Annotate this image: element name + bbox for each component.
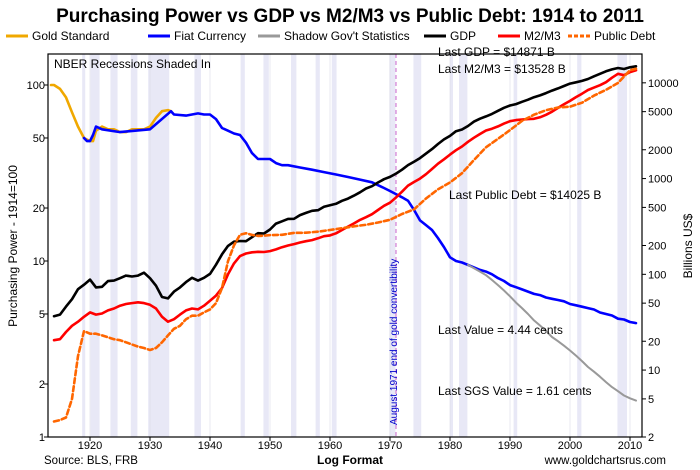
x-tick-label: 2010 [618,440,642,452]
left-tick-label: 20 [33,203,45,215]
recession-band [513,54,518,437]
right-tick-label: 50 [648,298,660,310]
x-tick-label: 1920 [78,440,102,452]
right-axis-ticks: 2 5 10 20 50 100 200 500 1000 2000 5000 10000 [642,78,679,444]
left-tick-label: 1 [39,432,45,444]
last-sgs-value-annotation: Last SGS Value = 1.61 cents [438,384,592,398]
legend-label: Shadow Gov't Statistics [284,29,410,43]
plot-area [48,54,642,437]
x-tick-label: 1980 [438,440,462,452]
recession-band [577,54,582,437]
recession-band [459,54,468,437]
recession-band [315,54,320,437]
recession-band [240,54,245,437]
gridlines [89,54,631,437]
recession-band [450,54,453,437]
legend-label: Public Debt [594,29,656,43]
left-tick-label: 2 [39,379,45,391]
recession-band [130,54,138,437]
left-tick-label: 10 [33,256,45,268]
left-axis-label: Purchasing Power - 1914=100 [6,165,20,327]
left-axis-ticks: 1 2 5 10 20 50 100 [27,80,48,444]
legend-label: GDP [450,29,476,43]
left-tick-label: 100 [27,80,45,92]
recession-band [389,54,396,437]
recession-band [263,54,269,437]
recession-band [413,54,422,437]
last-m2m3-annotation: Last M2/M3 = $13528 B [438,62,566,76]
last-value-annotation: Last Value = 4.44 cents [438,323,563,337]
x-tick-label: 1990 [498,440,522,452]
website-label: www.goldchartsrus.com [544,455,666,467]
recession-band [331,54,337,437]
right-tick-label: 5 [648,394,654,406]
right-axis-label: Billions US$ [681,213,695,278]
series-line-public-debt [52,67,638,423]
series-line-shadow-gov-t-statistics [467,263,637,402]
legend-label: M2/M3 [524,29,561,43]
series-lines [49,65,638,423]
series-line-fiat-currency [82,109,638,325]
x-tick-label: 1940 [198,440,222,452]
right-tick-label: 2000 [648,145,672,157]
legend-label: Gold Standard [32,29,109,43]
gold-convertibility-label: August 1971 end of gold convertibility [389,259,400,425]
right-tick-label: 20 [648,336,660,348]
right-tick-label: 10 [648,365,660,377]
last-gdp-annotation: Last GDP = $14871 B [438,45,555,59]
x-tick-label: 1930 [138,440,162,452]
right-tick-label: 200 [648,241,666,253]
last-public-debt-annotation: Last Public Debt = $14025 B [449,188,601,202]
left-tick-label: 50 [33,133,45,145]
legend-label: Fiat Currency [174,29,246,43]
x-axis-ticks: 1920 1930 1940 1950 1960 1970 1980 1990 2000 2010 [78,437,642,452]
right-tick-label: 500 [648,202,666,214]
recession-band [90,54,100,437]
x-tick-label: 1970 [378,440,402,452]
right-tick-label: 5000 [648,107,672,119]
left-tick-label: 5 [39,309,45,321]
recessions-note: NBER Recessions Shaded In [54,57,211,71]
x-tick-label: 1950 [258,440,282,452]
chart-title: Purchasing Power vs GDP vs M2/M3 vs Publ… [56,6,644,27]
right-tick-label: 1000 [648,174,672,186]
recession-band [194,54,201,437]
source-label: Source: BLS, FRB [44,455,138,467]
right-tick-label: 2 [648,432,654,444]
series-line-gdp [52,65,638,318]
right-tick-label: 10000 [648,78,679,90]
x-tick-label: 2000 [558,440,582,452]
legend: Gold Standard Fiat Currency Shadow Gov't S… [6,29,656,43]
recession-band [617,54,627,437]
recession-band [110,54,118,437]
x-axis-label: Log Format [317,453,383,467]
x-tick-label: 1960 [318,440,342,452]
recession-band [82,54,86,437]
right-tick-label: 100 [648,269,666,281]
